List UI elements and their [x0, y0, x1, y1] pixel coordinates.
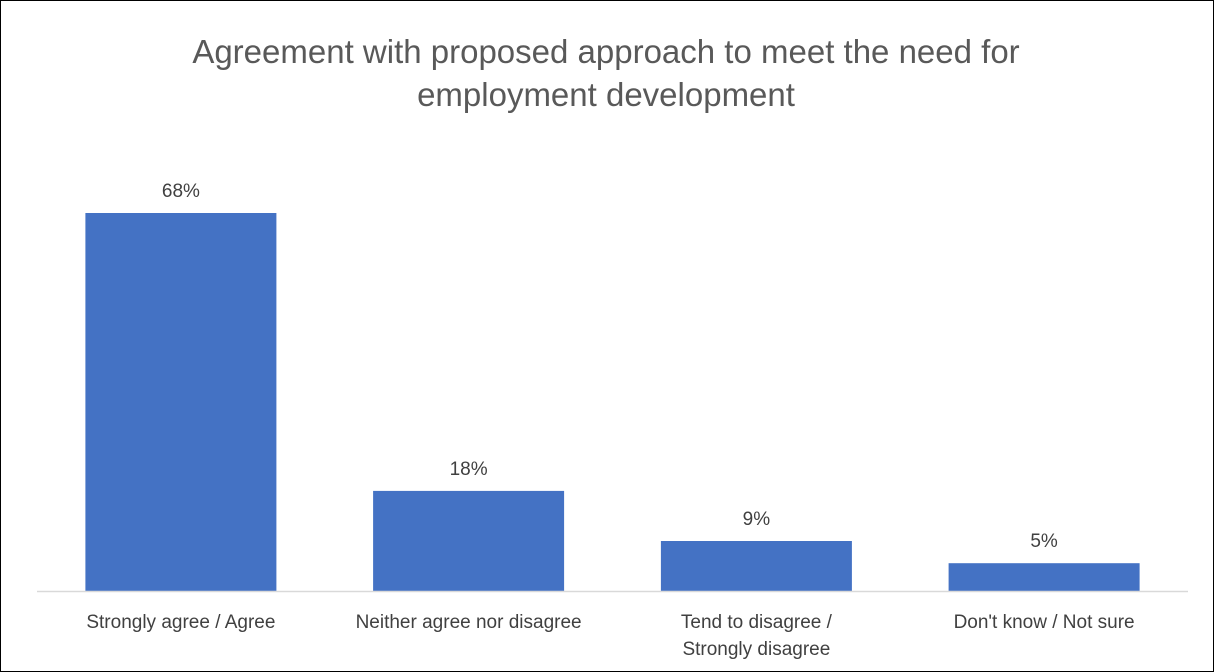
- category-label-3-line-1: Tend to disagree /: [681, 612, 833, 633]
- category-label-4: Don't know / Not sure: [954, 612, 1135, 633]
- bar-3: [660, 541, 852, 591]
- value-label-1: 68%: [162, 181, 200, 202]
- category-label-1: Strongly agree / Agree: [86, 612, 275, 633]
- bars-group: [85, 213, 1140, 591]
- value-labels-group: 68% 18% 9% 5%: [162, 181, 1058, 552]
- bar-1: [85, 213, 277, 591]
- value-label-3: 9%: [743, 509, 771, 530]
- category-label-2: Neither agree nor disagree: [356, 612, 582, 633]
- category-labels-group: Strongly agree / Agree Neither agree nor …: [86, 612, 1134, 660]
- category-label-3-line-2: Strongly disagree: [682, 639, 830, 660]
- bar-4: [948, 563, 1140, 591]
- value-label-4: 5%: [1030, 531, 1058, 552]
- value-label-2: 18%: [450, 459, 488, 480]
- chart-title: Agreement with proposed approach to meet…: [192, 33, 1020, 113]
- bar-2: [373, 490, 565, 591]
